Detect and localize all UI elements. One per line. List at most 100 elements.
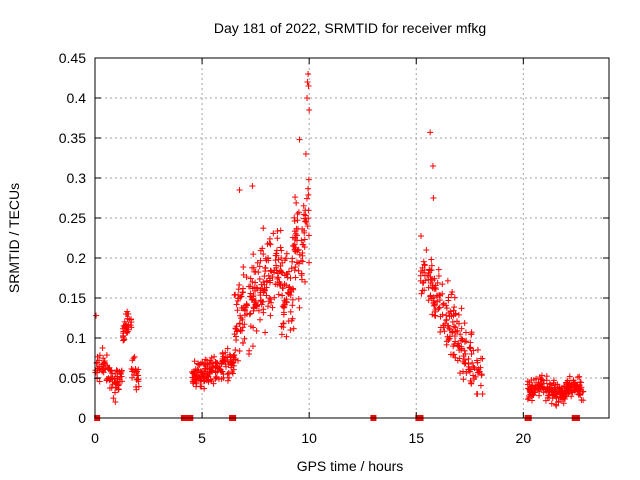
data-point	[232, 291, 239, 298]
data-point	[238, 304, 245, 311]
data-point	[254, 302, 261, 309]
data-point	[114, 375, 121, 382]
data-point	[224, 371, 231, 378]
data-point	[281, 257, 288, 264]
data-point	[463, 370, 470, 377]
data-point	[233, 328, 240, 335]
data-point	[272, 281, 279, 288]
data-point	[124, 308, 131, 315]
data-point	[533, 375, 540, 382]
data-point	[267, 267, 274, 274]
data-point	[264, 303, 271, 310]
data-point	[551, 386, 558, 393]
data-point	[304, 79, 311, 85]
data-point	[244, 302, 251, 309]
data-point	[123, 323, 130, 330]
data-point	[295, 267, 302, 274]
data-point	[278, 331, 285, 338]
data-point	[291, 247, 298, 254]
data-point	[280, 311, 287, 318]
data-point	[454, 342, 461, 349]
data-point	[461, 338, 468, 345]
data-point	[193, 380, 200, 387]
data-point	[208, 377, 215, 384]
data-point	[249, 278, 256, 285]
data-point	[466, 344, 473, 351]
data-point	[304, 223, 311, 230]
data-point	[461, 347, 468, 354]
data-point	[434, 298, 441, 305]
y-tick-label: 0.2	[67, 250, 87, 266]
data-point	[439, 281, 446, 288]
data-point	[457, 370, 464, 377]
data-point	[202, 362, 209, 369]
data-point	[131, 353, 138, 360]
data-point	[421, 267, 428, 274]
data-point	[443, 305, 450, 312]
data-point	[128, 365, 135, 372]
data-point	[451, 323, 458, 330]
data-point	[573, 382, 580, 389]
data-point	[460, 376, 467, 383]
data-point	[197, 377, 204, 384]
data-point	[207, 367, 214, 374]
data-point	[479, 355, 486, 362]
data-point	[116, 368, 123, 375]
data-point	[296, 304, 303, 311]
x-tick-label: 15	[408, 430, 424, 446]
y-tick-label: 0.3	[67, 170, 87, 186]
data-point	[428, 267, 435, 274]
data-point	[467, 366, 474, 373]
data-point	[217, 366, 224, 373]
chart-title: Day 181 of 2022, SRMTID for receiver mfk…	[214, 20, 486, 36]
data-point	[441, 328, 448, 335]
data-point	[292, 248, 299, 255]
data-point	[301, 236, 308, 243]
data-point	[227, 354, 234, 361]
data-point	[294, 259, 301, 266]
data-point	[275, 274, 282, 281]
data-point	[427, 129, 434, 136]
data-point	[224, 345, 231, 352]
data-point	[440, 301, 447, 308]
data-point	[129, 374, 136, 381]
data-point	[274, 275, 281, 282]
data-point	[207, 376, 214, 383]
data-point	[479, 391, 486, 397]
y-tick-label: 0.25	[59, 210, 86, 226]
data-point	[294, 217, 301, 224]
data-point	[264, 255, 271, 262]
data-point	[568, 393, 575, 400]
data-point	[455, 311, 462, 318]
data-point	[239, 285, 246, 292]
data-point	[435, 266, 442, 273]
data-point	[224, 377, 231, 384]
data-point	[283, 282, 290, 289]
data-point	[274, 228, 281, 235]
data-point	[265, 272, 272, 279]
data-point	[220, 374, 227, 381]
data-point	[243, 310, 250, 317]
data-point	[190, 380, 197, 387]
data-point	[243, 274, 250, 281]
data-point	[456, 320, 463, 327]
data-point	[266, 235, 273, 242]
data-point	[133, 386, 140, 393]
data-point	[191, 358, 198, 365]
data-point	[127, 322, 134, 329]
data-point	[305, 176, 312, 183]
data-point	[250, 251, 257, 258]
data-point	[106, 364, 113, 371]
x-tick-label: 5	[198, 430, 206, 446]
data-point	[524, 396, 531, 403]
data-point	[192, 376, 199, 383]
data-point	[100, 360, 107, 367]
data-point	[541, 380, 548, 387]
data-point	[224, 356, 231, 363]
data-point	[429, 285, 436, 292]
data-point	[259, 298, 266, 305]
data-point	[200, 378, 207, 385]
data-point	[543, 388, 550, 395]
data-point	[279, 285, 286, 292]
data-point	[458, 325, 465, 332]
